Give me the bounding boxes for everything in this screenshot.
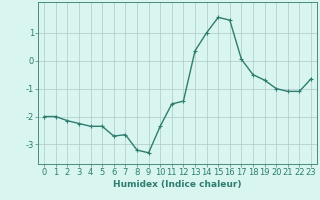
X-axis label: Humidex (Indice chaleur): Humidex (Indice chaleur) (113, 180, 242, 189)
